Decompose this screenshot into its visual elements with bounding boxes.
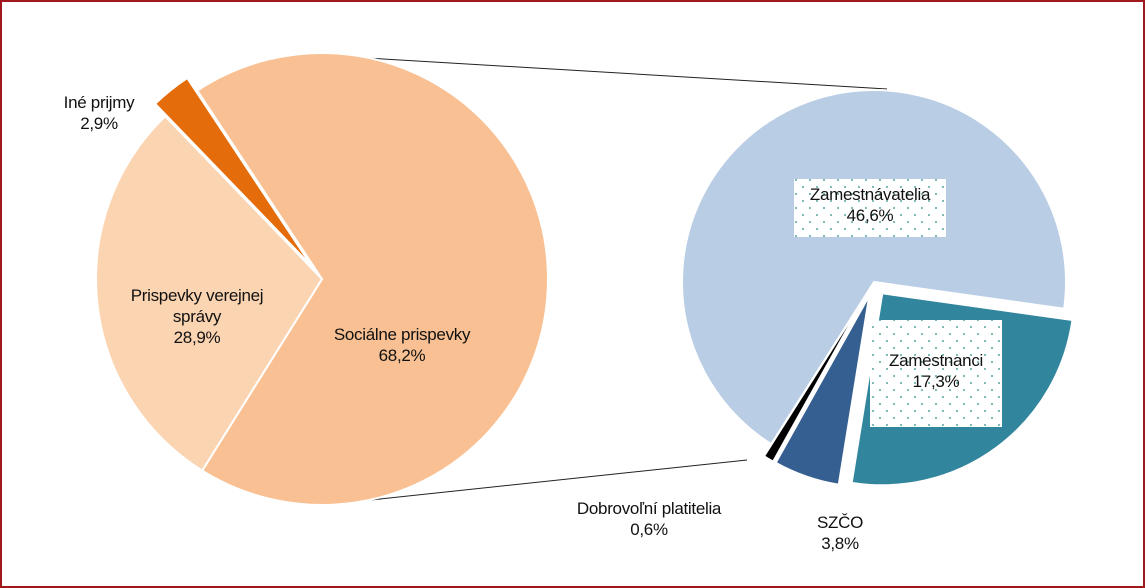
pie-slice xyxy=(762,293,868,463)
label-box xyxy=(870,320,1002,427)
pie-slice xyxy=(195,52,549,506)
value-label: 0,6% xyxy=(630,520,668,539)
connector-line xyxy=(349,56,888,90)
pie-slice xyxy=(774,294,871,486)
slice-label: SZČO 3,8% xyxy=(790,512,890,554)
slice-label: Iné prijmy 2,9% xyxy=(44,92,154,134)
pie-slice xyxy=(95,114,324,472)
label-box xyxy=(794,179,946,237)
category-label: Sociálne prispevky xyxy=(333,325,471,344)
pie-slice xyxy=(153,76,313,268)
value-label: 2,9% xyxy=(80,114,118,133)
category-label: Zamestnanci xyxy=(888,351,984,370)
value-label: 46,6% xyxy=(846,206,894,225)
value-label: 28,9% xyxy=(173,328,221,347)
category-label: Prispevky verejnej správy xyxy=(130,286,264,326)
category-label: Dobrovoľní platitelia xyxy=(576,499,722,518)
slice-label: Dobrovoľní platitelia 0,6% xyxy=(544,498,754,540)
value-label: 17,3% xyxy=(912,372,960,391)
slice-label: Zamestnanci 17,3% xyxy=(871,350,1001,392)
slice-label: Zamestnávatelia 46,6% xyxy=(795,184,945,226)
category-label: Zamestnávatelia xyxy=(809,185,931,204)
category-label: SZČO xyxy=(816,513,864,532)
slice-label: Prispevky verejnej správy 28,9% xyxy=(110,285,285,348)
pie-slice xyxy=(681,89,1067,446)
slice-label: Sociálne prispevky 68,2% xyxy=(317,324,487,366)
value-label: 68,2% xyxy=(378,346,426,365)
connector-line xyxy=(351,459,748,503)
category-label: Iné prijmy xyxy=(63,93,135,112)
value-label: 3,8% xyxy=(821,534,859,553)
